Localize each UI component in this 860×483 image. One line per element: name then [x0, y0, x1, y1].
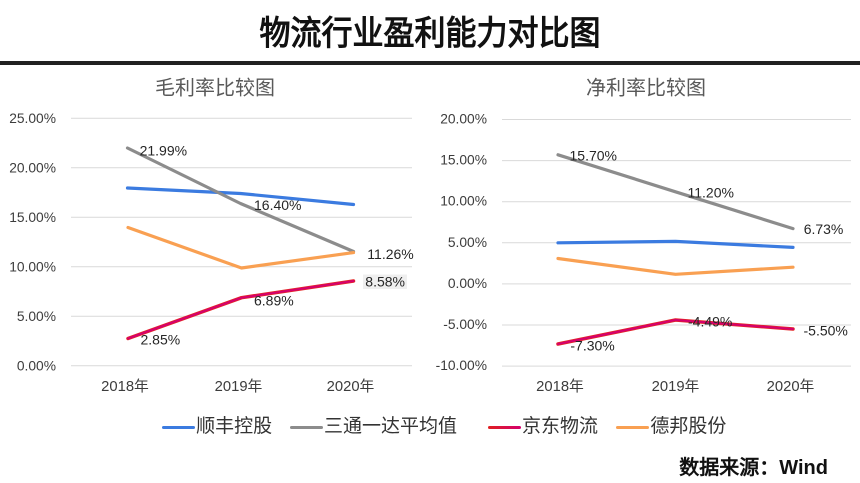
svg-text:20.00%: 20.00%	[9, 160, 56, 175]
svg-text:2.85%: 2.85%	[141, 332, 181, 348]
svg-text:5.00%: 5.00%	[17, 309, 56, 324]
svg-text:0.00%: 0.00%	[448, 276, 487, 291]
svg-text:净利率比较图: 净利率比较图	[586, 77, 706, 100]
svg-text:10.00%: 10.00%	[440, 194, 487, 209]
svg-text:6.73%: 6.73%	[804, 221, 844, 237]
svg-text:15.70%: 15.70%	[570, 148, 617, 164]
svg-text:25.00%: 25.00%	[9, 111, 56, 126]
svg-text:15.00%: 15.00%	[9, 210, 56, 225]
svg-text:2020年: 2020年	[767, 378, 815, 395]
svg-text:5.00%: 5.00%	[448, 235, 487, 250]
svg-text:毛利率比较图: 毛利率比较图	[155, 77, 275, 100]
svg-text:2018年: 2018年	[101, 378, 149, 395]
svg-text:8.58%: 8.58%	[365, 274, 405, 290]
svg-text:2019年: 2019年	[652, 378, 700, 395]
svg-text:10.00%: 10.00%	[9, 259, 56, 274]
svg-text:-4.49%: -4.49%	[688, 314, 732, 330]
svg-text:21.99%: 21.99%	[140, 143, 187, 159]
svg-text:2018年: 2018年	[536, 378, 584, 395]
svg-text:20.00%: 20.00%	[440, 112, 487, 127]
svg-text:2020年: 2020年	[327, 378, 375, 395]
svg-text:-5.00%: -5.00%	[443, 317, 487, 332]
svg-text:0.00%: 0.00%	[17, 358, 56, 373]
svg-text:2019年: 2019年	[215, 378, 263, 395]
svg-text:-5.50%: -5.50%	[804, 322, 848, 338]
svg-text:16.40%: 16.40%	[254, 197, 301, 213]
svg-text:-7.30%: -7.30%	[570, 337, 614, 353]
svg-text:6.89%: 6.89%	[254, 293, 294, 309]
svg-text:11.20%: 11.20%	[688, 184, 734, 200]
svg-text:15.00%: 15.00%	[440, 153, 487, 168]
svg-text:-10.00%: -10.00%	[436, 358, 487, 373]
svg-text:11.26%: 11.26%	[367, 246, 413, 262]
